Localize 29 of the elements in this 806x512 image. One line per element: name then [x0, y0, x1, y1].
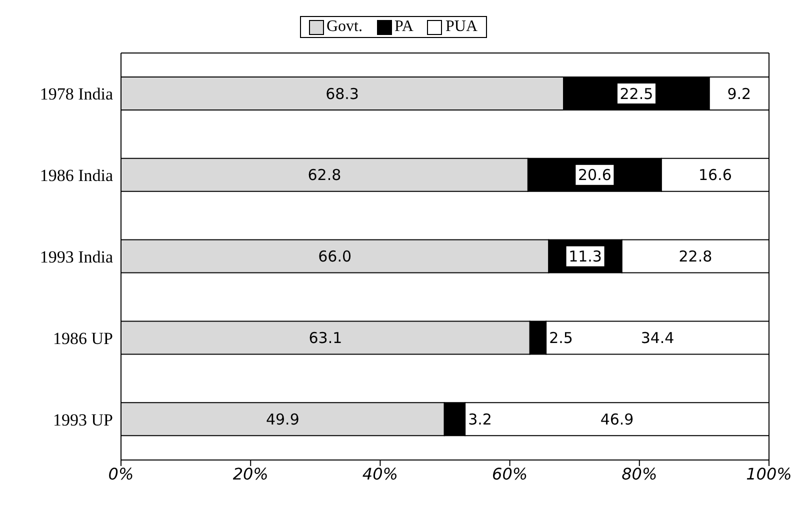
y-tick-label: 1993 UP [53, 410, 113, 430]
x-tick-label: 40% [362, 464, 398, 484]
data-label: 11.3 [568, 248, 602, 266]
x-tick-label: 20% [232, 464, 268, 484]
data-label: 66.0 [318, 248, 352, 266]
data-label: 3.2 [468, 410, 492, 428]
data-label: 63.1 [308, 328, 342, 347]
data-label: 49.9 [266, 410, 300, 428]
x-tick-label: 100% [746, 464, 792, 484]
data-label: 16.6 [698, 166, 732, 184]
legend-label: PUA [445, 18, 478, 36]
y-tick-label: 1978 India [40, 84, 114, 104]
data-label: 68.3 [326, 84, 359, 103]
data-label: 22.8 [678, 248, 712, 266]
y-tick-label: 1986 India [40, 166, 114, 186]
x-tick-label: 60% [492, 464, 528, 484]
data-label: 20.6 [578, 166, 612, 184]
legend-label: PA [394, 18, 414, 36]
y-tick-label: 1993 India [40, 248, 114, 267]
legend-label: Govt. [326, 18, 362, 36]
data-label: 62.8 [308, 166, 342, 184]
y-tick-label: 1986 UP [53, 328, 113, 348]
x-tick-label: 0% [108, 464, 134, 484]
data-label: 9.2 [727, 84, 752, 103]
data-label: 2.5 [549, 328, 573, 347]
data-label: 46.9 [600, 410, 634, 428]
data-label: 22.5 [620, 84, 654, 103]
data-label: 34.4 [640, 328, 674, 347]
x-tick-label: 80% [622, 464, 658, 484]
